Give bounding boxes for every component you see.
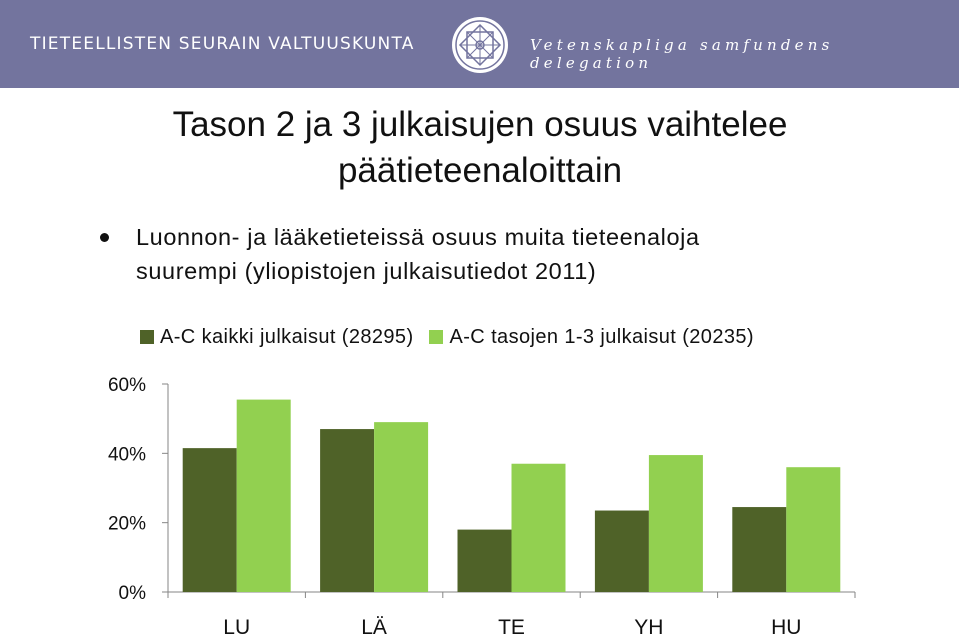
bullet-text: Luonnon- ja lääketieteissä osuus muita t… xyxy=(136,220,856,288)
x-tick-label: LÄ xyxy=(361,616,387,637)
bar-yh-series-2 xyxy=(648,455,703,592)
bar-lä-series-2 xyxy=(374,422,429,592)
x-tick-label: LU xyxy=(223,616,250,637)
slide-title: Tason 2 ja 3 julkaisujen osuus vaihtelee… xyxy=(100,102,860,194)
seal-logo-icon xyxy=(452,17,508,73)
x-tick-label: TE xyxy=(498,616,525,637)
legend-item-series-2: A-C tasojen 1-3 julkaisut (20235) xyxy=(429,326,754,349)
header-banner: TIETEELLISTEN SEURAIN VALTUUSKUNTA Veten… xyxy=(0,0,959,88)
bar-hu-series-1 xyxy=(732,507,787,592)
bullet-text-line-2: suurempi (yliopistojen julkaisutiedot 20… xyxy=(136,258,597,284)
bullet-point-icon xyxy=(100,233,109,242)
legend-swatch-series-1 xyxy=(140,330,154,345)
y-tick-label: 20% xyxy=(108,514,146,535)
x-tick-label: HU xyxy=(771,616,801,637)
org-name-swedish: Vetenskapliga samfundens delegation xyxy=(530,36,834,72)
legend-swatch-series-2 xyxy=(429,330,444,345)
chart-legend: A-C kaikki julkaisut (28295) A-C tasojen… xyxy=(140,326,764,356)
bar-lu-series-2 xyxy=(236,399,291,592)
legend-label-series-1: A-C kaikki julkaisut (28295) xyxy=(160,326,414,349)
y-tick-label: 60% xyxy=(108,375,146,396)
slide-title-line-1: Tason 2 ja 3 julkaisujen osuus vaihtelee xyxy=(172,105,788,144)
y-tick-label: 0% xyxy=(119,583,147,604)
bullet-text-line-1: Luonnon- ja lääketieteissä osuus muita t… xyxy=(136,224,700,250)
y-tick-label: 40% xyxy=(108,444,146,465)
org-name-finnish: TIETEELLISTEN SEURAIN VALTUUSKUNTA xyxy=(30,34,415,54)
bar-lu-series-1 xyxy=(182,448,237,592)
legend-item-series-1: A-C kaikki julkaisut (28295) xyxy=(140,326,414,349)
bar-hu-series-2 xyxy=(786,467,841,592)
bar-lä-series-1 xyxy=(320,429,375,592)
bar-te-series-2 xyxy=(511,463,566,592)
bar-yh-series-1 xyxy=(594,510,649,592)
legend-label-series-2: A-C tasojen 1-3 julkaisut (20235) xyxy=(449,326,754,349)
bar-te-series-1 xyxy=(457,529,512,592)
slide-title-line-2: päätieteenaloittain xyxy=(337,151,623,190)
x-tick-label: YH xyxy=(634,616,663,637)
